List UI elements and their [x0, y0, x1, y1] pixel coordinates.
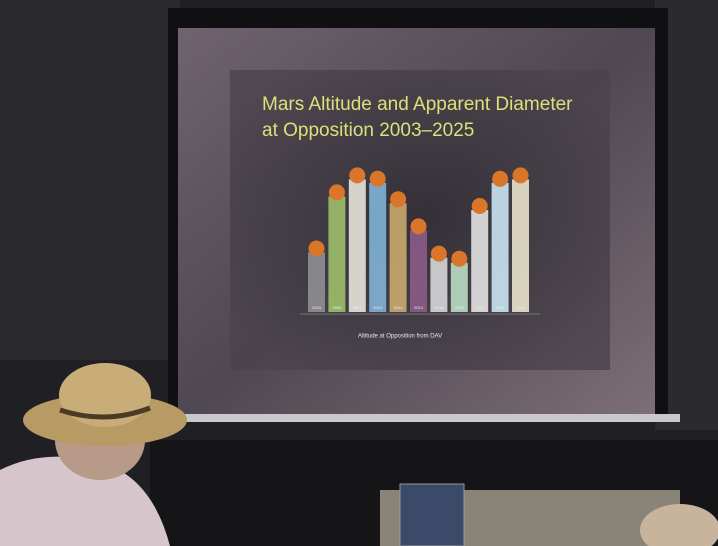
mars-marker — [513, 167, 529, 183]
x-tick-label: 2014 — [414, 305, 424, 310]
bar — [328, 196, 345, 312]
x-tick-label: 2016 — [434, 305, 444, 310]
mars-marker — [492, 171, 508, 187]
x-tick-label: 2012 — [394, 305, 404, 310]
x-tick-label: 2003 — [312, 305, 322, 310]
mars-marker — [390, 191, 406, 207]
mars-marker — [349, 167, 365, 183]
bar — [471, 210, 488, 312]
x-tick-label: 2018 — [455, 305, 465, 310]
laptop — [400, 484, 464, 546]
scene: Altitude at Opposition from DAV 2003 2005… — [0, 0, 718, 546]
mars-marker — [370, 171, 386, 187]
bar — [492, 183, 509, 312]
x-axis-label: Altitude at Opposition from DAV — [358, 334, 442, 340]
bar — [349, 179, 366, 312]
bar — [410, 230, 427, 312]
mars-marker — [309, 241, 325, 257]
bar — [308, 253, 325, 313]
x-tick-label: 2020 — [475, 305, 485, 310]
mars-marker — [329, 184, 345, 200]
bar — [390, 203, 407, 312]
screen-case — [160, 414, 680, 422]
x-tick-label: 2005 — [332, 305, 342, 310]
bar — [369, 183, 386, 312]
tent-panel — [0, 0, 180, 360]
mars-marker — [411, 218, 427, 234]
mars-marker — [431, 246, 447, 262]
chart-title: Mars Altitude and Apparent Diameter at O… — [262, 92, 582, 144]
x-tick-label: 2007 — [353, 305, 363, 310]
mars-marker — [472, 198, 488, 214]
bar — [430, 258, 447, 312]
x-tick-label: 2010 — [373, 305, 383, 310]
x-tick-label: 2025 — [516, 305, 526, 310]
bar — [512, 179, 529, 312]
mars-marker — [451, 251, 467, 267]
x-tick-label: 2022 — [496, 305, 506, 310]
photo: Altitude at Opposition from DAV 2003 2005… — [0, 0, 718, 546]
